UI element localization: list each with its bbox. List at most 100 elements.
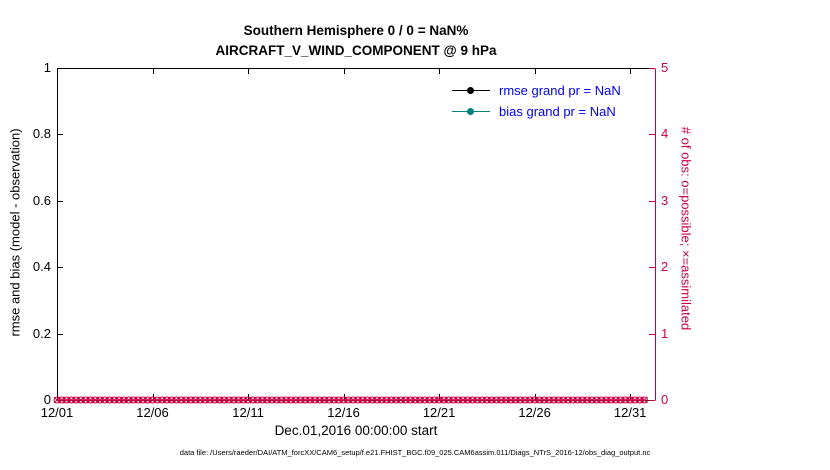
possible-obs-marker [555, 396, 563, 404]
x-tick-label: 12/11 [232, 405, 264, 420]
possible-obs-marker [292, 396, 300, 404]
rmse-marker-dot [467, 86, 474, 94]
possible-obs-marker [430, 396, 438, 404]
y-tick-label-left: 0.4 [32, 259, 51, 275]
possible-obs-marker [106, 396, 114, 404]
possible-obs-marker [144, 396, 152, 404]
possible-obs-marker [607, 396, 615, 404]
possible-obs-marker [67, 396, 75, 404]
possible-obs-marker [349, 396, 357, 404]
y-tick-label-left: 1 [43, 60, 51, 75]
possible-obs-marker [149, 396, 157, 404]
possible-obs-marker [602, 396, 610, 404]
possible-obs-marker [320, 396, 328, 404]
possible-obs-marker [469, 396, 477, 404]
possible-obs-marker [392, 396, 400, 404]
legend-label-bias: bias grand pr = NaN [499, 104, 616, 119]
possible-obs-marker [101, 396, 109, 404]
possible-obs-marker [172, 396, 180, 404]
possible-obs-marker [535, 396, 543, 404]
x-tick-label: 12/16 [327, 405, 360, 420]
possible-obs-marker [359, 396, 367, 404]
possible-obs-marker [368, 396, 376, 404]
data-file-caption: data file: /Users/raeder/DAI/ATM_forcXX/… [179, 448, 651, 457]
possible-obs-marker [263, 396, 271, 404]
possible-obs-marker [636, 396, 644, 404]
possible-obs-marker [244, 396, 252, 404]
possible-obs-marker [115, 396, 123, 404]
possible-obs-marker [574, 396, 582, 404]
possible-obs-marker [354, 396, 362, 404]
possible-obs-marker [626, 396, 634, 404]
possible-obs-marker [258, 396, 266, 404]
possible-obs-marker [416, 396, 424, 404]
possible-obs-marker [397, 396, 405, 404]
possible-obs-marker [53, 396, 61, 404]
possible-obs-marker [134, 396, 142, 404]
possible-obs-marker [254, 396, 262, 404]
possible-obs-marker [340, 396, 348, 404]
chart-subtitle: AIRCRAFT_V_WIND_COMPONENT @ 9 hPa [215, 43, 497, 58]
possible-obs-marker [325, 396, 333, 404]
x-tick-label: 12/31 [613, 405, 647, 420]
possible-obs-marker [177, 396, 185, 404]
possible-obs-marker [578, 396, 586, 404]
possible-obs-marker [473, 396, 481, 404]
y-tick-label-right: 4 [661, 126, 669, 142]
possible-obs-marker [63, 396, 71, 404]
bias-marker-dot [467, 107, 474, 115]
possible-obs-marker [583, 396, 591, 404]
possible-obs-marker [631, 396, 639, 404]
possible-obs-marker [411, 396, 419, 404]
possible-obs-marker [311, 396, 319, 404]
possible-obs-marker [383, 396, 391, 404]
possible-obs-marker [512, 396, 520, 404]
possible-obs-marker [110, 396, 118, 404]
possible-obs-marker [239, 396, 247, 404]
possible-obs-marker [559, 396, 567, 404]
possible-obs-marker [96, 396, 104, 404]
possible-obs-marker [445, 396, 453, 404]
y-tick-label-right: 1 [661, 325, 669, 341]
possible-obs-marker [287, 396, 295, 404]
possible-obs-marker [330, 396, 338, 404]
rmse-line-sample [452, 86, 490, 94]
possible-obs-marker [516, 396, 524, 404]
possible-obs-marker [363, 396, 371, 404]
possible-obs-marker [192, 396, 200, 404]
possible-obs-marker [273, 396, 281, 404]
possible-obs-marker [406, 396, 414, 404]
possible-obs-marker [163, 396, 171, 404]
possible-obs-marker [540, 396, 548, 404]
possible-obs-marker [72, 396, 80, 404]
bias-line-sample [452, 107, 490, 115]
possible-obs-marker [564, 396, 572, 404]
possible-obs-marker [335, 396, 343, 404]
possible-obs-marker [249, 396, 257, 404]
possible-obs-marker [449, 396, 457, 404]
possible-obs-marker [277, 396, 285, 404]
possible-obs-marker [201, 396, 209, 404]
possible-obs-marker [86, 396, 94, 404]
possible-obs-marker [215, 396, 223, 404]
possible-obs-marker [282, 396, 290, 404]
possible-obs-marker [598, 396, 606, 404]
y-tick-label-left: 0.2 [32, 325, 51, 341]
x-tick-label: 12/21 [422, 405, 456, 420]
y-tick-label-right: 2 [661, 259, 669, 275]
possible-obs-marker [640, 396, 648, 404]
possible-obs-marker [569, 396, 577, 404]
y-tick-label-left: 0 [43, 392, 51, 407]
possible-obs-marker [153, 396, 161, 404]
possible-obs-marker [478, 396, 486, 404]
possible-obs-marker [230, 396, 238, 404]
possible-obs-marker [182, 396, 190, 404]
y-tick-label-right: 0 [661, 392, 669, 407]
possible-obs-marker [91, 396, 99, 404]
possible-obs-marker [593, 396, 601, 404]
possible-obs-marker [387, 396, 395, 404]
possible-obs-marker [588, 396, 596, 404]
legend: rmse grand pr = NaN bias grand pr = NaN [452, 80, 621, 122]
